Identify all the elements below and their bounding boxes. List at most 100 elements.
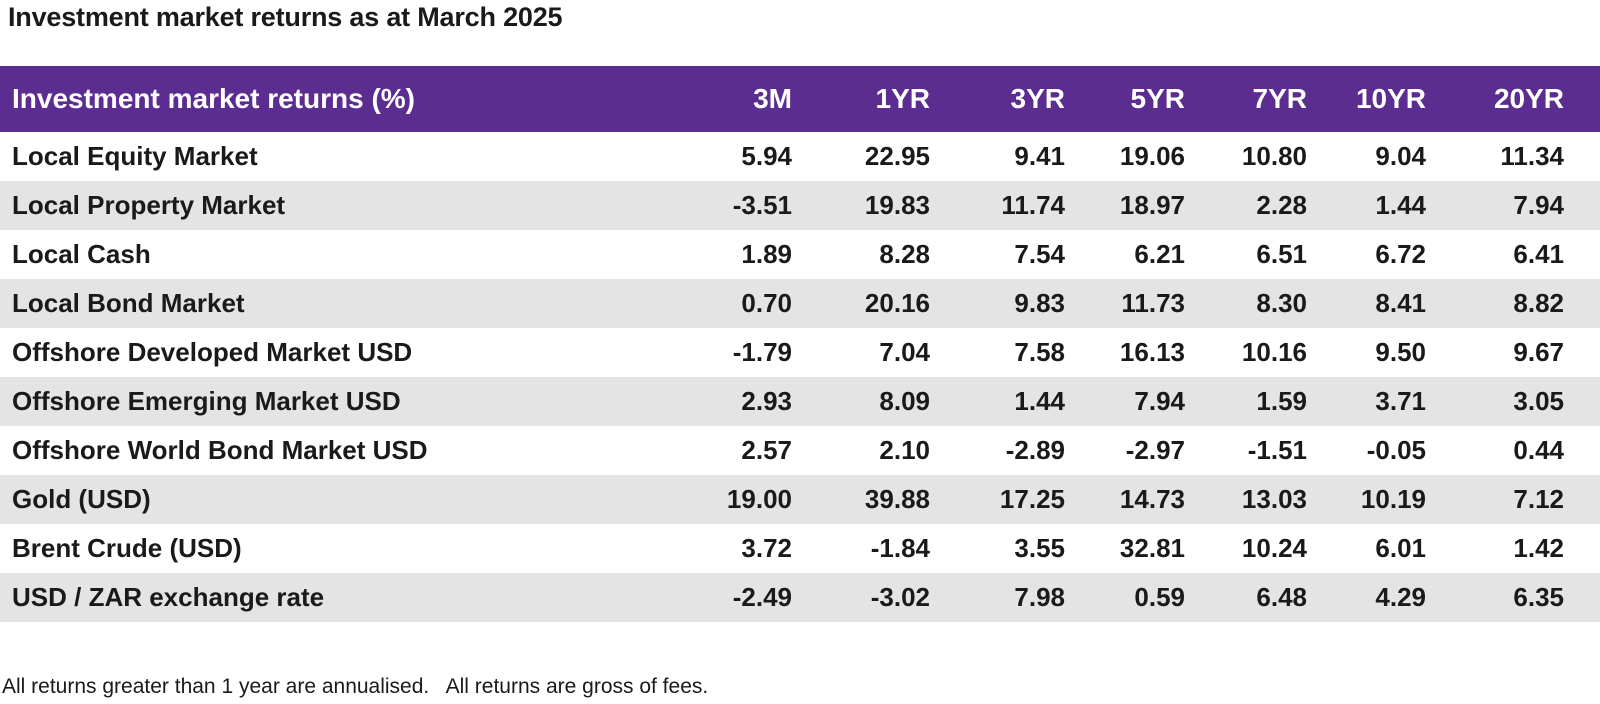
market-name: Local Property Market: [12, 190, 286, 220]
header-market: Investment market returns (%): [12, 83, 416, 114]
return-5yr: 18.97: [1119, 190, 1185, 220]
return-3m: -1.79: [732, 337, 792, 367]
market-name: USD / ZAR exchange rate: [12, 582, 325, 612]
return-3m: 2.93: [741, 386, 792, 416]
return-10yr: -0.05: [1366, 435, 1426, 465]
table-row: USD / ZAR exchange rate -2.49 -3.02 7.98…: [0, 573, 1600, 622]
return-5yr: 19.06: [1119, 141, 1185, 171]
return-1yr: 20.16: [864, 288, 930, 318]
return-3m: 3.72: [741, 533, 792, 563]
return-5yr: 32.81: [1119, 533, 1185, 563]
return-7yr: 10.16: [1241, 337, 1307, 367]
return-1yr: 39.88: [864, 484, 930, 514]
header-3m: 3M: [753, 83, 792, 114]
header-20yr: 20YR: [1493, 83, 1564, 114]
market-name: Local Bond Market: [12, 288, 245, 318]
header-3yr: 3YR: [1010, 83, 1065, 114]
return-7yr: 1.59: [1256, 386, 1307, 416]
return-7yr: 13.03: [1241, 484, 1307, 514]
return-20yr: 11.34: [1500, 141, 1564, 171]
market-name: Offshore World Bond Market USD: [12, 435, 428, 465]
return-5yr: 7.94: [1134, 386, 1185, 416]
market-name: Local Equity Market: [12, 141, 258, 171]
return-5yr: -2.97: [1125, 435, 1185, 465]
return-20yr: 3.05: [1513, 386, 1564, 416]
page-title: Investment market returns as at March 20…: [8, 2, 563, 32]
table-row: Gold (USD) 19.00 39.88 17.25 14.73 13.03…: [0, 475, 1600, 524]
return-7yr: 2.28: [1256, 190, 1307, 220]
return-1yr: 22.95: [864, 141, 930, 171]
footnote: All returns greater than 1 year are annu…: [2, 675, 709, 698]
table-row: Local Equity Market 5.94 22.95 9.41 19.0…: [0, 132, 1600, 181]
return-7yr: 10.24: [1241, 533, 1307, 563]
return-3m: 2.57: [741, 435, 792, 465]
header-7yr: 7YR: [1252, 83, 1307, 114]
return-10yr: 4.29: [1375, 582, 1426, 612]
return-7yr: 6.51: [1256, 239, 1307, 269]
return-7yr: 10.80: [1241, 141, 1307, 171]
table-row: Local Cash 1.89 8.28 7.54 6.21 6.51 6.72…: [0, 230, 1600, 279]
return-1yr: 7.04: [879, 337, 930, 367]
return-20yr: 6.35: [1513, 582, 1564, 612]
market-name: Brent Crude (USD): [12, 533, 242, 563]
market-name: Local Cash: [12, 239, 151, 269]
return-20yr: 7.12: [1513, 484, 1564, 514]
return-10yr: 8.41: [1375, 288, 1426, 318]
table-row: Local Bond Market 0.70 20.16 9.83 11.73 …: [0, 279, 1600, 328]
return-3m: -2.49: [732, 582, 792, 612]
table-row: Offshore Developed Market USD -1.79 7.04…: [0, 328, 1600, 377]
return-3yr: 7.58: [1014, 337, 1065, 367]
return-1yr: -1.84: [870, 533, 930, 563]
table-row: Offshore World Bond Market USD 2.57 2.10…: [0, 426, 1600, 475]
return-3yr: 7.98: [1014, 582, 1065, 612]
market-name: Gold (USD): [12, 484, 151, 514]
return-5yr: 11.73: [1121, 288, 1185, 318]
header-10yr: 10YR: [1355, 83, 1426, 114]
return-20yr: 8.82: [1513, 288, 1564, 318]
return-10yr: 9.50: [1375, 337, 1426, 367]
return-3m: 0.70: [741, 288, 792, 318]
return-10yr: 6.01: [1375, 533, 1426, 563]
return-3yr: -2.89: [1005, 435, 1065, 465]
return-10yr: 6.72: [1375, 239, 1426, 269]
return-20yr: 6.41: [1513, 239, 1564, 269]
market-name: Offshore Developed Market USD: [12, 337, 413, 367]
return-5yr: 16.13: [1119, 337, 1185, 367]
table-row: Brent Crude (USD) 3.72 -1.84 3.55 32.81 …: [0, 524, 1600, 573]
return-1yr: -3.02: [870, 582, 930, 612]
return-20yr: 7.94: [1513, 190, 1564, 220]
table-header-row: Investment market returns (%) 3M 1YR 3YR…: [0, 66, 1600, 132]
return-7yr: -1.51: [1247, 435, 1307, 465]
return-3m: -3.51: [732, 190, 792, 220]
return-3m: 5.94: [741, 141, 792, 171]
market-name: Offshore Emerging Market USD: [12, 386, 401, 416]
return-20yr: 1.42: [1513, 533, 1564, 563]
return-3m: 19.00: [726, 484, 792, 514]
header-5yr: 5YR: [1130, 83, 1185, 114]
table-row: Local Property Market -3.51 19.83 11.74 …: [0, 181, 1600, 230]
returns-table: Investment market returns (%) 3M 1YR 3YR…: [0, 66, 1600, 622]
return-5yr: 0.59: [1134, 582, 1185, 612]
return-3yr: 9.41: [1014, 141, 1065, 171]
return-10yr: 9.04: [1375, 141, 1426, 171]
return-5yr: 6.21: [1134, 239, 1185, 269]
return-3yr: 9.83: [1014, 288, 1065, 318]
return-20yr: 0.44: [1513, 435, 1564, 465]
return-10yr: 10.19: [1360, 484, 1426, 514]
return-20yr: 9.67: [1513, 337, 1564, 367]
return-1yr: 2.10: [879, 435, 930, 465]
return-10yr: 1.44: [1375, 190, 1426, 220]
header-1yr: 1YR: [875, 83, 930, 114]
return-3yr: 11.74: [1001, 190, 1065, 220]
table-row: Offshore Emerging Market USD 2.93 8.09 1…: [0, 377, 1600, 426]
return-7yr: 8.30: [1256, 288, 1307, 318]
return-3m: 1.89: [741, 239, 792, 269]
return-7yr: 6.48: [1256, 582, 1307, 612]
return-3yr: 3.55: [1014, 533, 1065, 563]
return-3yr: 1.44: [1014, 386, 1065, 416]
return-3yr: 17.25: [999, 484, 1065, 514]
return-1yr: 19.83: [864, 190, 930, 220]
return-10yr: 3.71: [1375, 386, 1426, 416]
return-3yr: 7.54: [1014, 239, 1065, 269]
return-1yr: 8.28: [879, 239, 930, 269]
